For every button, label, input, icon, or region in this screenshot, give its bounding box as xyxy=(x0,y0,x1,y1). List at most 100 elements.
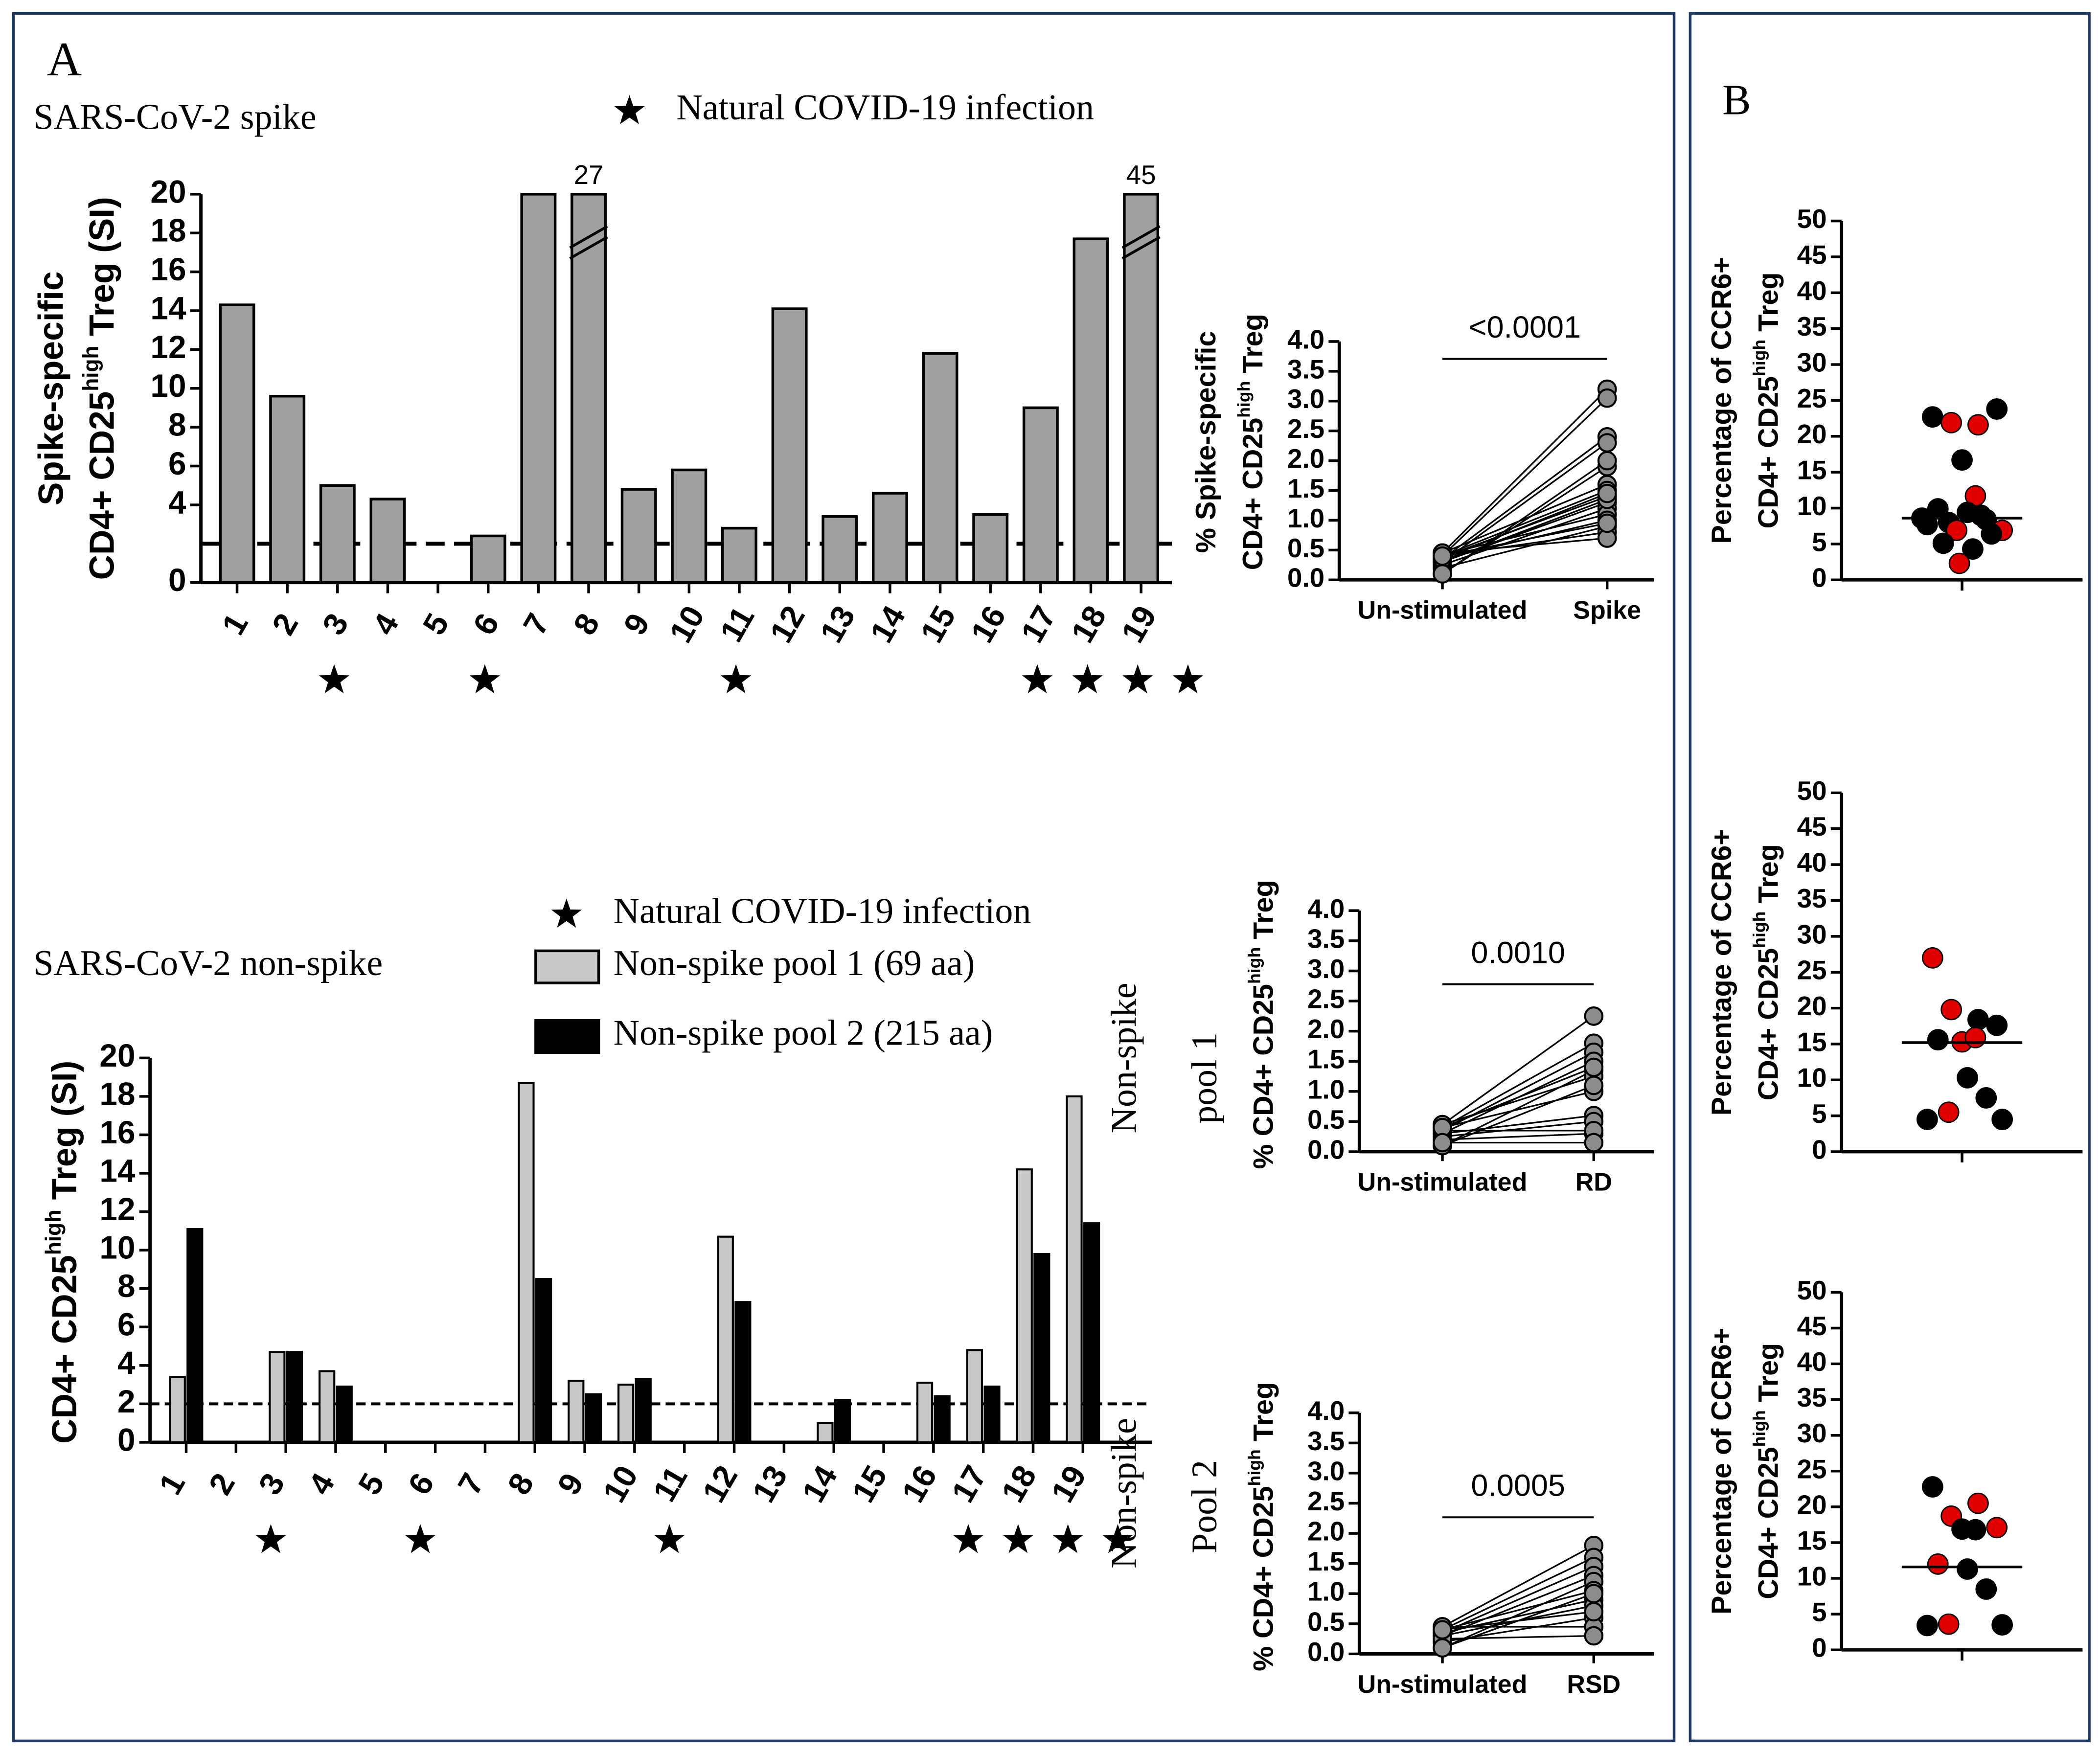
y-tick-label: 10 xyxy=(99,1230,135,1266)
point xyxy=(1967,1492,1989,1514)
bar xyxy=(520,193,557,584)
y-tick-label: 3.0 xyxy=(1307,1456,1345,1486)
x-tick-label: 10 xyxy=(596,1459,645,1508)
axis-label: CD4+ CD25high Treg (SI) xyxy=(79,197,122,580)
axis-label: Spike-specific xyxy=(32,272,70,506)
label-part: % Spike-specific xyxy=(1190,331,1222,553)
bar xyxy=(966,1349,983,1444)
bar xyxy=(518,1082,535,1444)
legend-label: Natural COVID-19 infection xyxy=(614,890,1031,931)
infection-star xyxy=(1102,1524,1133,1553)
axis-label: % CD4+ CD25high Treg xyxy=(1245,1382,1279,1671)
y-tick-label: 2.5 xyxy=(1307,1486,1345,1516)
y-tick-label: 8 xyxy=(168,407,186,443)
y-tick-label: 3.0 xyxy=(1307,954,1345,984)
point xyxy=(1584,1602,1604,1622)
side-label: Non-spike xyxy=(1104,982,1144,1133)
pair-line xyxy=(1442,1084,1594,1147)
y-tick-label: 30 xyxy=(1797,1418,1827,1448)
bar xyxy=(269,394,306,584)
y-tick-label: 45 xyxy=(1797,811,1827,842)
point xyxy=(1916,1109,1938,1130)
point xyxy=(1921,947,1943,969)
point xyxy=(1433,1133,1452,1153)
y-tick-label: 6 xyxy=(168,446,186,481)
y-tick-label: 20 xyxy=(150,174,186,209)
bar xyxy=(1123,193,1160,584)
y-tick-label: 1.5 xyxy=(1307,1546,1345,1576)
x-tick-label: RSD xyxy=(1567,1670,1621,1699)
point xyxy=(1597,483,1617,503)
label-part: Percentage of CCR6+ xyxy=(1706,257,1737,544)
y-tick-label: 20 xyxy=(1797,991,1827,1021)
infection-star xyxy=(654,1524,685,1553)
y-tick-label: 6 xyxy=(117,1307,136,1343)
axis-label: Percentage of CCR6+ xyxy=(1706,257,1737,544)
bar xyxy=(834,1399,851,1444)
bar xyxy=(186,1228,204,1444)
label-part: Treg (SI) xyxy=(83,197,121,345)
y-tick-label: 4 xyxy=(168,484,186,520)
pair-line xyxy=(1442,483,1608,554)
y-tick-label: 1.0 xyxy=(1307,1576,1345,1607)
x-tick-label: 11 xyxy=(713,600,761,648)
x-tick-label: 19 xyxy=(1044,1459,1093,1508)
label-part: Treg xyxy=(1248,1382,1279,1449)
x-tick-label: 13 xyxy=(745,1459,794,1508)
legend-star xyxy=(614,95,645,124)
pair-line xyxy=(1442,1015,1595,1125)
point xyxy=(1964,1026,1986,1048)
bar xyxy=(319,484,356,584)
bar xyxy=(671,468,708,584)
bar xyxy=(771,307,808,584)
infection-star xyxy=(1122,664,1153,694)
pair-line xyxy=(1442,1556,1595,1631)
label-part: CD4+ CD25 xyxy=(1753,948,1784,1100)
bar xyxy=(871,492,908,584)
point xyxy=(1584,1626,1604,1646)
pair-line xyxy=(1442,460,1608,575)
bar xyxy=(1066,1095,1083,1444)
x-tick-label: 2 xyxy=(265,608,305,641)
x-tick-label: 8 xyxy=(501,1467,540,1501)
y-tick-label: 1.0 xyxy=(1307,1074,1345,1104)
infection-star xyxy=(319,664,350,694)
bar xyxy=(585,1393,602,1444)
point xyxy=(1433,1620,1452,1640)
y-tick-label: 20 xyxy=(99,1038,135,1073)
point xyxy=(1916,1615,1938,1637)
x-tick-label: 18 xyxy=(995,1459,1044,1508)
point xyxy=(1986,1517,2008,1539)
pair-line xyxy=(1442,1590,1594,1631)
point xyxy=(1967,1009,1989,1030)
y-tick-label: 25 xyxy=(1797,955,1827,985)
bar xyxy=(635,1378,652,1444)
label-part: Treg xyxy=(1237,314,1269,381)
axis-break xyxy=(1121,236,1161,260)
axis-label: CD4+ CD25high Treg xyxy=(1234,314,1269,570)
x-tick-label: 12 xyxy=(763,600,812,649)
label-part: Treg xyxy=(1248,880,1279,947)
point xyxy=(1597,433,1617,453)
y-tick-label: 50 xyxy=(1797,1275,1827,1305)
x-tick-label: 14 xyxy=(864,599,913,648)
point xyxy=(1938,1613,1960,1635)
y-tick-label: 0.5 xyxy=(1307,1606,1345,1637)
point xyxy=(1932,532,1954,554)
bar xyxy=(1033,1252,1050,1444)
y-tick-label: 2.5 xyxy=(1307,984,1345,1014)
point xyxy=(1967,414,1989,436)
y-tick-label: 18 xyxy=(99,1076,135,1112)
bar xyxy=(972,513,1009,584)
y-tick-label: 0.0 xyxy=(1287,563,1324,593)
y-tick-label: 14 xyxy=(99,1153,136,1188)
y-tick-label: 3.0 xyxy=(1287,384,1324,414)
bar xyxy=(817,1422,834,1444)
y-tick-label: 25 xyxy=(1797,383,1827,413)
x-tick-label: 1 xyxy=(152,1467,192,1501)
y-tick-label: 3.5 xyxy=(1307,1426,1345,1456)
point xyxy=(1951,449,1973,471)
label-part: high xyxy=(1245,1449,1264,1486)
point xyxy=(1962,538,1984,560)
